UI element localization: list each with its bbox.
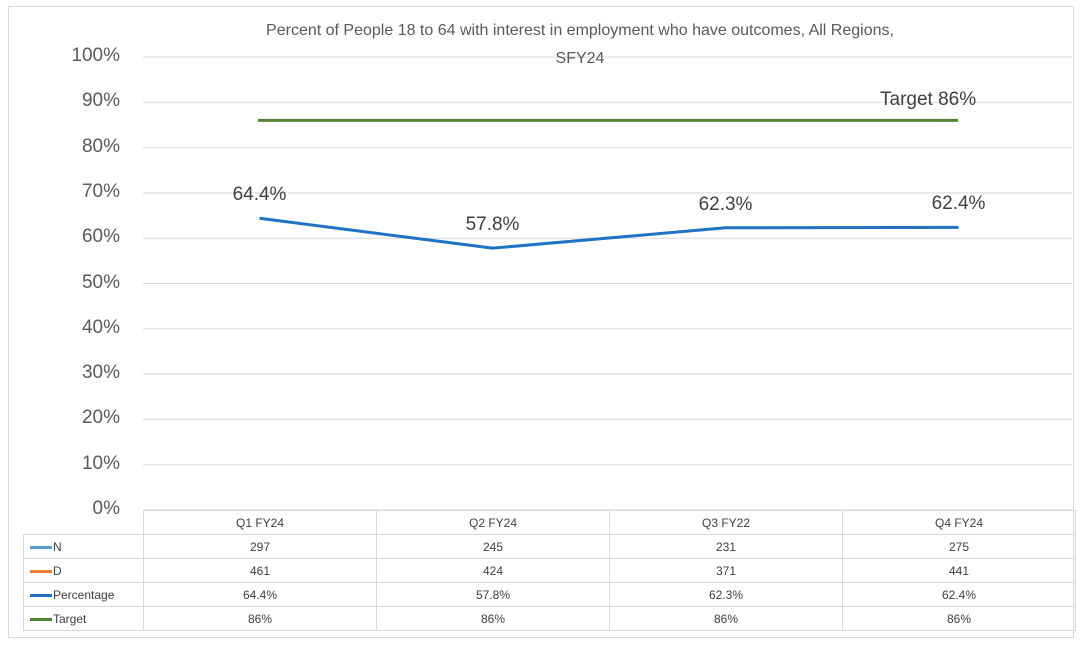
gridlines — [143, 56, 1072, 511]
table-row: N 297 245 231 275 — [23, 534, 1076, 559]
y-tick-label: 80% — [81, 135, 120, 157]
x-category-label: Q2 FY24 — [376, 510, 610, 535]
legend-swatch — [30, 545, 52, 549]
table-cell: 275 — [842, 534, 1076, 559]
data-label: 57.8% — [465, 214, 520, 236]
data-table: Q1 FY24 Q2 FY24 Q3 FY22 Q4 FY24 N 297 245 231 27… — [23, 510, 1076, 631]
table-cell: 86% — [842, 606, 1076, 631]
data-label: 62.4% — [931, 193, 986, 215]
table-cell: 297 — [143, 534, 377, 559]
y-tick-label: 50% — [81, 271, 120, 293]
legend-label: Percentage — [53, 587, 115, 602]
table-row: Percentage 64.4% 57.8% 62.3% 62.4% — [23, 582, 1076, 607]
y-tick-label: 40% — [81, 316, 120, 338]
table-cell: 57.8% — [376, 582, 610, 607]
table-row: Target 86% 86% 86% 86% — [23, 606, 1076, 631]
table-cell: 371 — [609, 558, 843, 583]
chart-frame — [8, 6, 1074, 638]
y-tick-label: 60% — [81, 226, 120, 248]
x-category-label: Q1 FY24 — [143, 510, 377, 535]
legend-swatch — [30, 569, 52, 573]
legend-label: Target — [53, 611, 87, 626]
chart-title-line-2: SFY24 — [555, 50, 605, 67]
table-row: D 461 424 371 441 — [23, 558, 1076, 583]
x-category-label: Q4 FY24 — [842, 510, 1076, 535]
legend-swatch — [30, 617, 52, 621]
table-cell: 86% — [376, 606, 610, 631]
legend-swatch — [30, 593, 52, 597]
legend-entry: Target — [23, 606, 144, 631]
target-annotation: Target 86% — [880, 89, 977, 110]
table-header-row: Q1 FY24 Q2 FY24 Q3 FY22 Q4 FY24 — [23, 510, 1076, 535]
series-lines — [258, 118, 959, 250]
y-tick-label: 30% — [81, 362, 120, 384]
x-category-label: Q3 FY22 — [609, 510, 843, 535]
table-cell: 231 — [609, 534, 843, 559]
legend-entry: N — [23, 534, 144, 559]
legend-entry: Percentage — [23, 582, 144, 607]
y-tick-label: 10% — [81, 452, 120, 474]
table-cell: 461 — [143, 558, 377, 583]
table-cell: 441 — [842, 558, 1076, 583]
legend-label: D — [53, 563, 62, 578]
legend-entry: D — [23, 558, 144, 583]
table-cell: 62.3% — [609, 582, 843, 607]
table-corner — [23, 510, 144, 535]
table-cell: 64.4% — [143, 582, 377, 607]
table-cell: 86% — [143, 606, 377, 631]
table-cell: 86% — [609, 606, 843, 631]
legend-label: N — [53, 539, 62, 554]
table-cell: 245 — [376, 534, 610, 559]
chart-title-line-1: Percent of People 18 to 64 with interest… — [266, 22, 894, 39]
table-cell: 62.4% — [842, 582, 1076, 607]
y-tick-label: 100% — [71, 45, 120, 66]
y-tick-label: 20% — [81, 407, 120, 429]
data-label: 64.4% — [232, 184, 287, 206]
series-line-percentage — [259, 216, 959, 250]
data-label: 62.3% — [698, 193, 753, 215]
y-tick-label: 70% — [81, 180, 120, 202]
y-tick-label: 90% — [81, 90, 120, 112]
table-cell: 424 — [376, 558, 610, 583]
